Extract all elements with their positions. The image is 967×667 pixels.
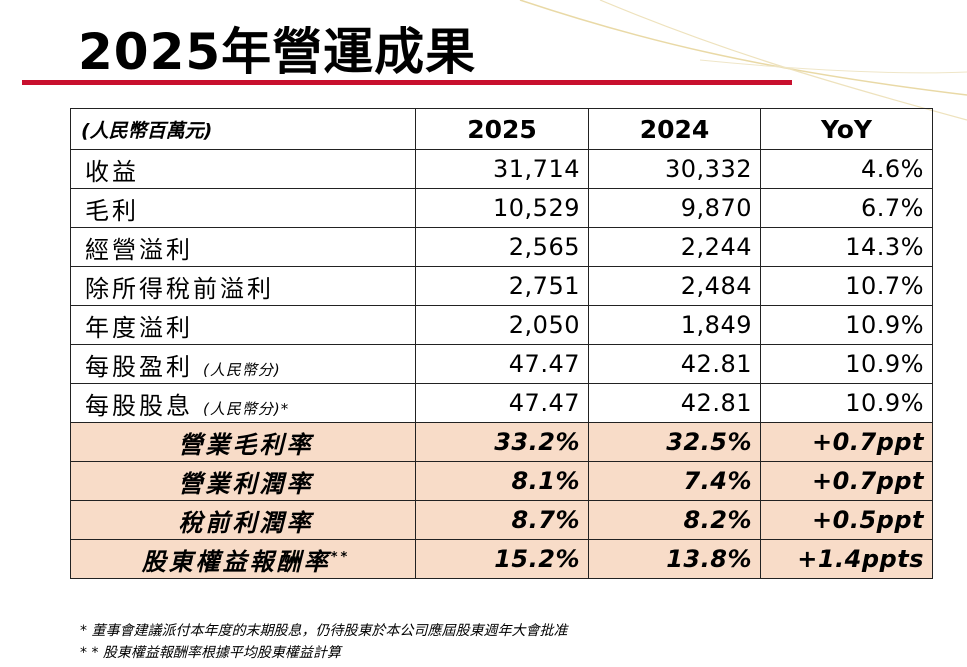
ratio-yoy: +0.7ppt [760,422,933,462]
ratio-label: 稅前利潤率 [70,500,416,540]
ratio-2025: 8.7% [415,500,589,540]
value-2024: 2,244 [588,227,761,267]
ratio-yoy: +0.5ppt [760,500,933,540]
row-label: 每股盈利 (人民幣分) [70,344,416,384]
column-header-2025: 2025 [415,108,589,150]
column-header-2024: 2024 [588,108,761,150]
ratio-yoy: +1.4ppts [760,539,933,579]
unit-label: (人民幣百萬元) [70,108,416,150]
ratio-2024: 8.2% [588,500,761,540]
ratio-row: 營業利潤率 8.1% 7.4% +0.7ppt [70,461,933,501]
ratio-row: 股東權益報酬率** 15.2% 13.8% +1.4ppts [70,539,933,579]
row-unit-note: (人民幣分)* [203,399,290,418]
value-yoy: 10.9% [760,383,933,423]
value-yoy: 10.9% [760,305,933,345]
row-label: 除所得稅前溢利 [70,266,416,306]
ratio-yoy: +0.7ppt [760,461,933,501]
page-title: 2025年營運成果 [78,23,477,81]
value-yoy: 10.9% [760,344,933,384]
ratio-2024: 7.4% [588,461,761,501]
row-label: 每股股息 (人民幣分)* [70,383,416,423]
value-yoy: 14.3% [760,227,933,267]
table-header-row: (人民幣百萬元) 2025 2024 YoY [70,108,933,150]
table-row: 收益 31,714 30,332 4.6% [70,149,933,189]
value-2024: 30,332 [588,149,761,189]
table-row: 每股股息 (人民幣分)* 47.47 42.81 10.9% [70,383,933,423]
title-underline [22,80,792,85]
row-unit-note: (人民幣分) [203,360,281,379]
row-label: 經營溢利 [70,227,416,267]
row-label: 毛利 [70,188,416,228]
value-2024: 1,849 [588,305,761,345]
ratio-label: 營業毛利率 [70,422,416,462]
value-2025: 10,529 [415,188,589,228]
ratio-2024: 32.5% [588,422,761,462]
value-2024: 42.81 [588,383,761,423]
value-2025: 47.47 [415,383,589,423]
footnote-mark: ** [330,549,351,565]
value-2025: 31,714 [415,149,589,189]
footnote-roe: * * 股東權益報酬率根據平均股東權益計算 [80,645,341,661]
value-yoy: 10.7% [760,266,933,306]
ratio-2025: 8.1% [415,461,589,501]
ratio-2024: 13.8% [588,539,761,579]
footnote-dividend: * 董事會建議派付本年度的末期股息，仍待股東於本公司應屆股東週年大會批准 [80,623,568,639]
ratio-2025: 15.2% [415,539,589,579]
column-header-yoy: YoY [760,108,933,150]
ratio-label: 股東權益報酬率** [70,539,416,579]
value-2024: 9,870 [588,188,761,228]
value-2025: 47.47 [415,344,589,384]
value-2025: 2,751 [415,266,589,306]
row-label: 收益 [70,149,416,189]
footnotes: * 董事會建議派付本年度的末期股息，仍待股東於本公司應屆股東週年大會批准 * *… [80,620,567,664]
ratio-row: 稅前利潤率 8.7% 8.2% +0.5ppt [70,500,933,540]
value-2025: 2,050 [415,305,589,345]
table-row: 年度溢利 2,050 1,849 10.9% [70,305,933,345]
ratio-label: 營業利潤率 [70,461,416,501]
table-row: 除所得稅前溢利 2,751 2,484 10.7% [70,266,933,306]
value-2025: 2,565 [415,227,589,267]
row-label: 年度溢利 [70,305,416,345]
results-table: (人民幣百萬元) 2025 2024 YoY 收益 31,714 30,332 … [70,108,933,579]
value-yoy: 4.6% [760,149,933,189]
value-2024: 42.81 [588,344,761,384]
ratio-2025: 33.2% [415,422,589,462]
value-yoy: 6.7% [760,188,933,228]
table-row: 每股盈利 (人民幣分) 47.47 42.81 10.9% [70,344,933,384]
ratio-row: 營業毛利率 33.2% 32.5% +0.7ppt [70,422,933,462]
table-row: 經營溢利 2,565 2,244 14.3% [70,227,933,267]
table-row: 毛利 10,529 9,870 6.7% [70,188,933,228]
value-2024: 2,484 [588,266,761,306]
